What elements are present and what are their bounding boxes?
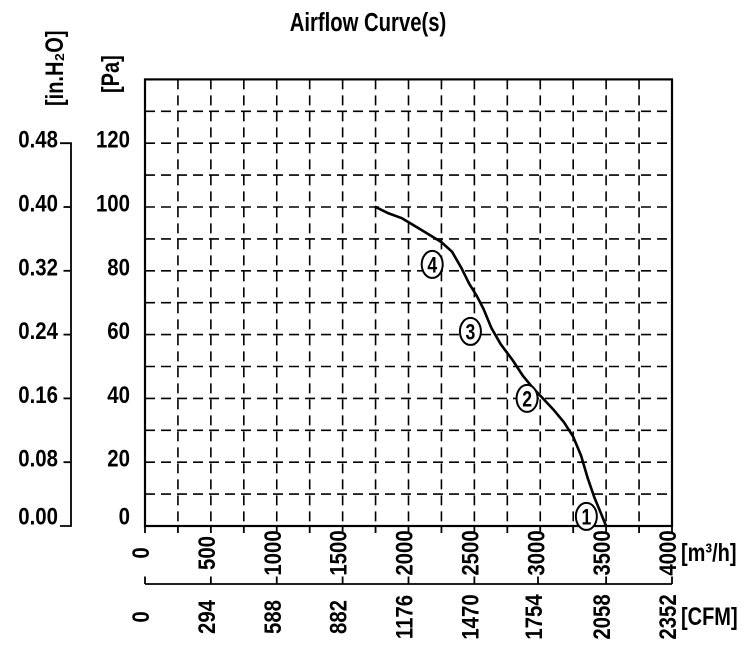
x-tick-label-cfm: 0	[127, 611, 154, 622]
y-axis-unit-inh2o: [in.H₂O]	[41, 31, 69, 106]
x-tick-label-m3h: 1000	[259, 530, 286, 575]
x-tick-label-m3h: 3000	[523, 530, 550, 575]
y-tick-label-inh2o: 0.00	[18, 503, 58, 530]
x-tick-label-m3h: 500	[193, 536, 220, 570]
y-tick-label-pa: 60	[107, 318, 130, 345]
y-tick-label-pa: 120	[96, 126, 130, 153]
y-tick-label-inh2o: 0.48	[18, 126, 58, 153]
x-tick-label-cfm: 1754	[520, 594, 547, 640]
airflow-curve	[374, 205, 608, 528]
x-tick-label-cfm: 2058	[589, 594, 616, 639]
curve-marker-circle	[420, 249, 444, 279]
y-tick-label-pa: 40	[107, 381, 130, 408]
curve-marker-circle	[574, 501, 598, 531]
x-tick-label-cfm: 294	[193, 599, 220, 634]
curve-marker-label: 1	[581, 506, 591, 530]
curve-marker-label: 2	[522, 388, 532, 412]
y-tick-label-inh2o: 0.40	[18, 190, 58, 217]
x-tick-label-m3h: 2000	[391, 530, 418, 575]
curve-marker-circle	[515, 383, 539, 413]
x-tick-label-m3h: 1500	[325, 530, 352, 575]
x-tick-label-cfm: 588	[259, 600, 286, 634]
x-tick-label-m3h: 0	[127, 547, 154, 558]
y-tick-label-inh2o: 0.24	[18, 318, 58, 345]
y-tick-label-inh2o: 0.08	[18, 445, 58, 472]
y-tick-label-inh2o: 0.32	[18, 254, 58, 281]
y-tick-label-pa: 0	[119, 503, 130, 530]
x-tick-label-cfm: 882	[325, 600, 352, 634]
curve-marker-label: 3	[466, 321, 476, 345]
y-tick-label-pa: 20	[107, 445, 130, 472]
x-tick-label-cfm: 1470	[457, 594, 484, 639]
x-tick-label-cfm: 1176	[391, 595, 418, 639]
y-tick-label-pa: 80	[107, 254, 130, 281]
x-tick-label-m3h: 4000	[654, 530, 681, 575]
y-tick-label-pa: 100	[96, 190, 130, 217]
curve-marker-circle	[458, 316, 482, 346]
chart-title: Airflow Curve(s)	[290, 8, 447, 37]
x-tick-label-cfm: 2352	[654, 594, 681, 639]
x-tick-label-m3h: 2500	[457, 530, 484, 575]
y-axis-unit-pa: [Pa]	[97, 55, 125, 93]
x-axis-unit-m3h: [m³/h]	[681, 539, 737, 567]
x-tick-label-m3h: 3500	[589, 530, 616, 575]
y-tick-label-inh2o: 0.16	[18, 381, 58, 408]
plot-generated-layer: 0204060801001200.000.080.160.240.320.400…	[18, 78, 681, 640]
x-axis-unit-cfm: [CFM]	[681, 603, 738, 631]
curve-marker-label: 4	[427, 254, 437, 278]
plot-border	[143, 78, 674, 528]
